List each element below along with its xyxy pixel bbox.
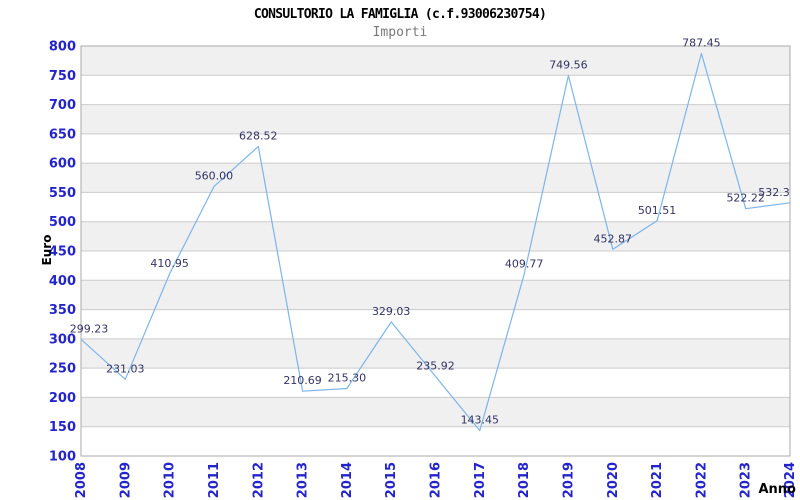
- data-label: 560.00: [195, 170, 234, 183]
- x-tick-label: 2012: [251, 462, 266, 498]
- x-tick-label: 2019: [561, 462, 576, 498]
- y-tick-label: 550: [49, 186, 76, 201]
- grid-band: [81, 280, 790, 310]
- y-tick-label: 500: [49, 215, 76, 230]
- data-label: 749.56: [549, 59, 588, 72]
- data-label: 522.22: [726, 192, 765, 205]
- x-tick-label: 2014: [340, 462, 355, 498]
- grid-band: [81, 192, 790, 222]
- grid-band: [81, 338, 790, 369]
- y-tick-label: 200: [49, 391, 76, 406]
- x-tick-label: 2008: [74, 462, 89, 498]
- data-label: 410.95: [150, 257, 189, 270]
- grid-band: [81, 368, 790, 398]
- y-tick-label: 250: [49, 362, 76, 377]
- grid-band: [81, 46, 790, 76]
- data-label: 532.3: [758, 186, 790, 199]
- y-tick-label: 350: [49, 303, 76, 318]
- grid-band: [81, 104, 790, 134]
- grid-band: [81, 221, 790, 251]
- data-label: 787.45: [682, 36, 721, 49]
- x-tick-label: 2021: [650, 462, 665, 498]
- y-tick-label: 150: [49, 420, 76, 435]
- y-tick-label: 400: [49, 274, 76, 289]
- x-tick-label: 2018: [517, 462, 532, 498]
- grid-band: [81, 133, 790, 164]
- grid-band: [81, 426, 790, 456]
- x-tick-label: 2013: [296, 462, 311, 498]
- y-tick-label: 700: [49, 98, 76, 113]
- x-tick-label: 2009: [118, 462, 133, 498]
- grid-band: [81, 397, 790, 427]
- chart-title: CONSULTORIO LA FAMIGLIA (c.f.93006230754…: [253, 7, 547, 22]
- x-axis-title: Anno: [758, 482, 796, 497]
- data-label: 299.23: [70, 322, 109, 335]
- series-line: [80, 52, 791, 432]
- data-label: 235.92: [416, 359, 455, 372]
- grid-band: [81, 251, 790, 281]
- grid-band: [81, 163, 790, 193]
- y-tick-label: 750: [49, 69, 76, 84]
- grid-band: [81, 75, 790, 105]
- x-tick-label: 2024: [783, 462, 798, 498]
- x-tick-label: 2010: [163, 462, 178, 498]
- x-tick-label: 2020: [606, 462, 621, 498]
- y-tick-label: 650: [49, 127, 76, 142]
- data-label: 143.45: [461, 414, 500, 427]
- plot-border: [80, 45, 791, 457]
- x-tick-label: 2022: [694, 462, 709, 498]
- y-tick-label: 600: [49, 157, 76, 172]
- data-label: 452.87: [594, 232, 633, 245]
- data-label: 628.52: [239, 129, 278, 142]
- data-label: 215.30: [328, 371, 367, 384]
- y-tick-label: 450: [49, 245, 76, 260]
- data-label: 231.03: [106, 362, 145, 375]
- y-tick-label: 100: [49, 450, 76, 465]
- x-tick-label: 2017: [473, 462, 488, 498]
- data-label: 409.77: [505, 258, 544, 271]
- x-tick-label: 2016: [429, 462, 444, 498]
- x-tick-label: 2011: [207, 462, 222, 498]
- grid-band: [81, 309, 790, 339]
- y-tick-label: 300: [49, 332, 76, 347]
- data-label: 329.03: [372, 305, 411, 318]
- x-tick-label: 2023: [739, 462, 754, 498]
- y-axis-title: Euro: [40, 234, 54, 266]
- chart-subtitle: Importi: [372, 25, 428, 40]
- x-tick-label: 2015: [384, 462, 399, 498]
- data-label: 210.69: [283, 374, 322, 387]
- y-tick-label: 800: [49, 40, 76, 55]
- data-label: 501.51: [638, 204, 677, 217]
